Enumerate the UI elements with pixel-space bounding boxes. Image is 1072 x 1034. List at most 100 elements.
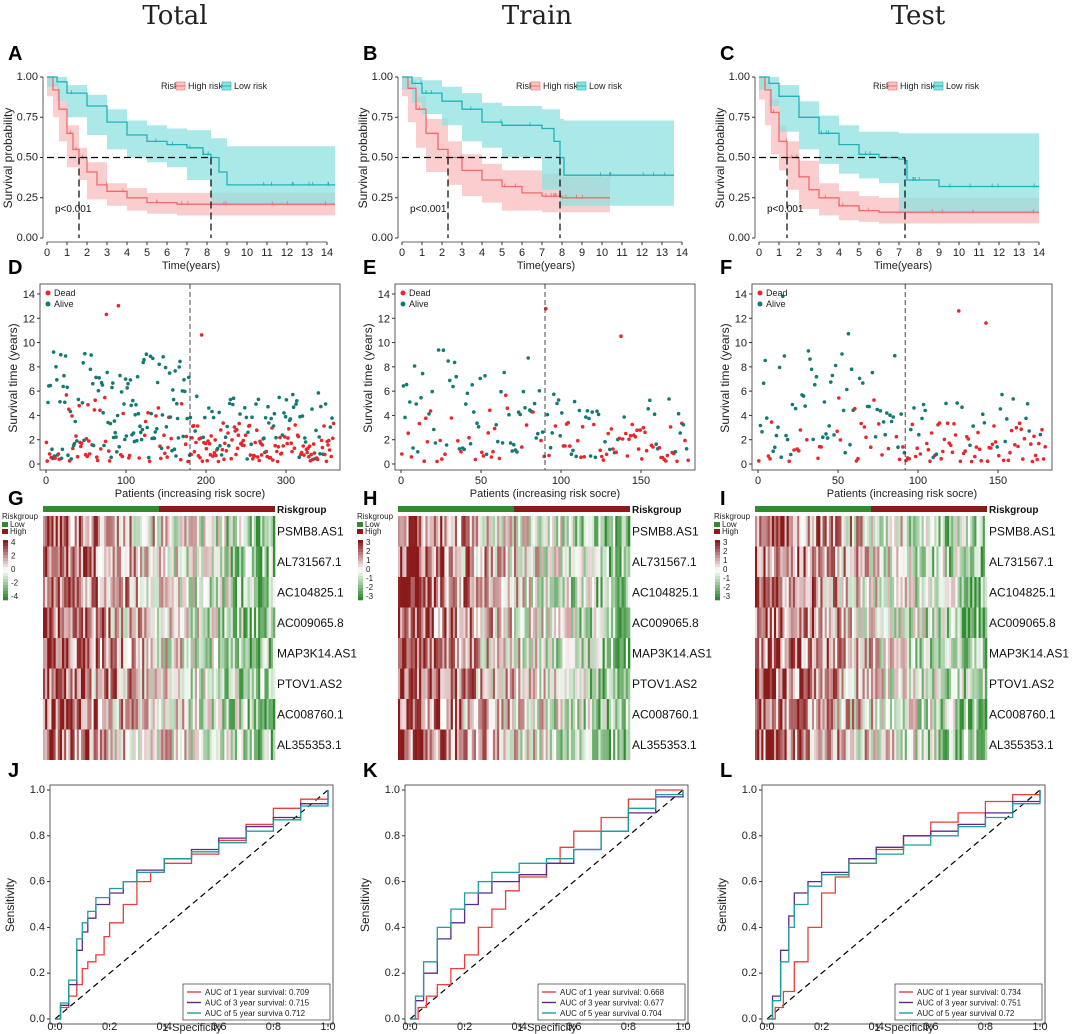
- heatmap-cell: [49, 546, 52, 577]
- alive-patient-point: [238, 412, 242, 416]
- alive-patient-point: [588, 454, 593, 458]
- heatmap-cell: [91, 516, 94, 547]
- heatmap-cell: [594, 638, 597, 669]
- km-low-risk-ci-band: [47, 77, 335, 206]
- heatmap-cell: [473, 546, 477, 577]
- heatmap-cell: [194, 668, 198, 699]
- alive-patient-point: [981, 412, 985, 417]
- alive-patient-point: [825, 436, 830, 440]
- km-y-tick-label: 0.75: [729, 111, 750, 123]
- heatmap-cell: [541, 699, 544, 730]
- heatmap-cell: [769, 699, 773, 730]
- km-x-tick-label: 5: [499, 247, 505, 259]
- dead-patient-point: [915, 446, 919, 451]
- heatmap-cell: [841, 546, 844, 577]
- heatmap-cell: [121, 516, 124, 547]
- heatmap-cell: [573, 607, 576, 638]
- heatmap-cell: [790, 607, 794, 638]
- heatmap-cell: [889, 546, 893, 577]
- alive-patient-point: [262, 436, 266, 441]
- heatmap-cell: [199, 729, 202, 760]
- heatmap-cell: [454, 668, 458, 699]
- alive-patient-point: [76, 397, 81, 402]
- dead-patient-point: [553, 424, 558, 428]
- heatmap-cell: [581, 516, 584, 547]
- heatmap-cell: [780, 577, 783, 608]
- heatmap-cell: [807, 729, 811, 760]
- heatmap-cell: [613, 668, 616, 699]
- heatmap-cell: [95, 546, 99, 577]
- heatmap-cell: [972, 668, 975, 699]
- alive-patient-point: [100, 383, 105, 387]
- heatmap-cell: [938, 607, 941, 638]
- heatmap-cell: [256, 546, 259, 577]
- dead-patient-point: [907, 457, 911, 461]
- heatmap-cell: [845, 546, 849, 577]
- heatmap-cell: [59, 668, 63, 699]
- risk-y-tick-label: 14: [378, 289, 390, 301]
- heatmap-cell: [175, 577, 179, 608]
- heatmap-cell: [398, 607, 401, 638]
- heatmap-cell: [175, 607, 179, 638]
- heatmap-cell: [264, 577, 267, 608]
- heatmap-cell: [159, 607, 162, 638]
- heatmap-cell: [896, 607, 899, 638]
- gene-label: AC009065.8: [989, 616, 1056, 630]
- dead-patient-point: [976, 430, 980, 435]
- alive-patient-point: [168, 415, 173, 419]
- dead-patient-point: [156, 406, 161, 410]
- heatmap-cell: [226, 577, 229, 608]
- heatmap-cell: [932, 638, 935, 669]
- heatmap-cell: [598, 699, 601, 730]
- heatmap-cell: [518, 638, 521, 669]
- heatmap-cell: [927, 729, 931, 760]
- heatmap-cell: [900, 729, 903, 760]
- heatmap-cell: [896, 699, 899, 730]
- heatmap-cell: [253, 607, 257, 638]
- alive-patient-point: [59, 456, 64, 461]
- heatmap-cell: [144, 516, 147, 547]
- heatmap-cell: [228, 638, 232, 669]
- heatmap-cell: [889, 729, 893, 760]
- heatmap-cell: [230, 577, 234, 608]
- heatmap-cell: [575, 638, 578, 669]
- heatmap-cell: [511, 699, 515, 730]
- heatmap-cell: [936, 516, 939, 547]
- heatmap-cell: [837, 729, 840, 760]
- heatmap-cell: [585, 699, 589, 730]
- heatmap-cell: [171, 638, 175, 669]
- heatmap-cell: [467, 638, 471, 669]
- km-x-tick-label: 13: [656, 247, 668, 259]
- heatmap-cell: [492, 668, 496, 699]
- heatmap-cell: [268, 699, 272, 730]
- roc-x-tick-label: 0.2: [814, 1021, 829, 1033]
- heatmap-cell: [140, 577, 143, 608]
- heatmap-cell: [102, 699, 105, 730]
- alive-patient-point: [207, 406, 211, 410]
- heatmap-cell: [866, 607, 870, 638]
- heatmap-cell: [613, 607, 616, 638]
- heatmap-cell: [583, 516, 587, 547]
- heatmap-cell: [55, 699, 59, 730]
- heatmap-cell: [507, 699, 511, 730]
- heatmap-cell: [932, 516, 935, 547]
- km-y-tick-label: 0.00: [17, 232, 38, 244]
- alive-patient-point: [808, 357, 812, 361]
- heatmap-cell: [900, 546, 903, 577]
- heatmap-cell: [930, 546, 933, 577]
- heatmap-row: [755, 546, 988, 577]
- dead-patient-point: [580, 425, 585, 429]
- heatmap-cell: [76, 607, 80, 638]
- heatmap-cell: [220, 729, 223, 760]
- heatmap-cell: [518, 516, 521, 547]
- heatmap-cell: [230, 638, 234, 669]
- heatmap-cell: [402, 668, 405, 699]
- heatmap-cell: [778, 546, 781, 577]
- heatmap-cell: [425, 546, 428, 577]
- alive-patient-point: [155, 427, 159, 431]
- risk-x-tick-label: 100: [552, 475, 570, 487]
- heatmap-cell: [457, 607, 460, 638]
- heatmap-cell: [159, 516, 162, 547]
- heatmap-cell: [486, 607, 489, 638]
- heatmap-cell: [140, 668, 143, 699]
